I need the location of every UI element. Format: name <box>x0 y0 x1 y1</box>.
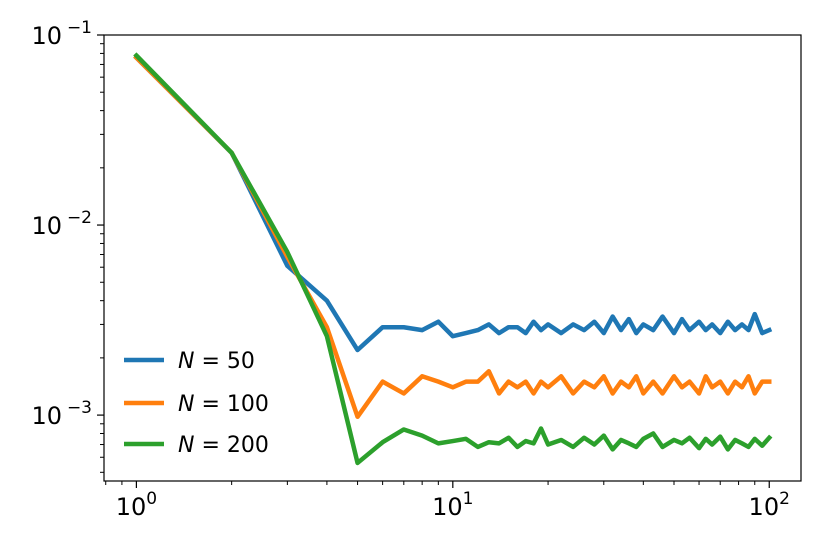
y-tick-label: 10 −2 <box>31 208 92 240</box>
legend-label-0: N = 50 <box>178 349 255 374</box>
x-tick-label: 100 <box>116 489 157 521</box>
y-tick-label: 10 −3 <box>31 398 92 430</box>
axis-layer: 100 101 102 10−3 10−2 10−1 <box>31 18 789 521</box>
legend: N = 50 N = 100 N = 200 <box>124 349 269 458</box>
legend-label-2: N = 200 <box>178 433 269 458</box>
legend-label-1: N = 100 <box>178 392 269 417</box>
plot-background <box>104 35 801 481</box>
y-tick-label: 10 −1 <box>31 18 92 50</box>
series-layer <box>133 52 773 466</box>
x-tick-label: 101 <box>432 489 473 521</box>
series-line-0 <box>133 54 773 353</box>
series-line-2 <box>133 52 773 466</box>
series-line-1 <box>133 54 772 420</box>
x-tick-label: 102 <box>749 489 790 521</box>
